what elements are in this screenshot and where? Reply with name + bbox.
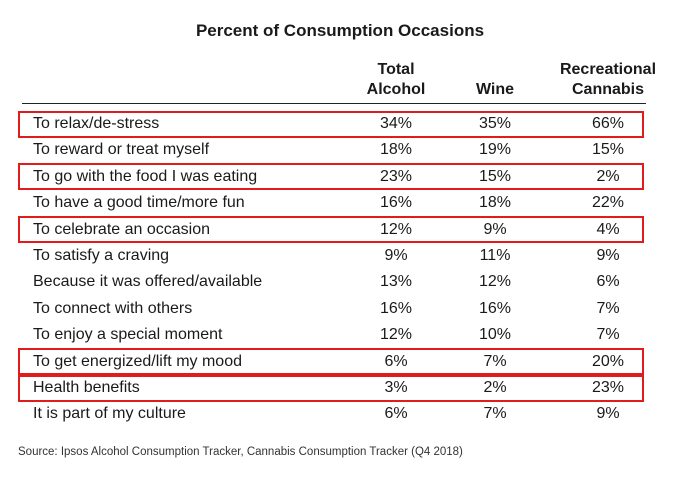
table-row: To go with the food I was eating 23% 15% 2% (0, 164, 680, 190)
column-header-total-line2: Alcohol (366, 81, 426, 98)
cell-recreational-cannabis: 4% (596, 220, 620, 238)
table-title: Percent of Consumption Occasions (195, 21, 485, 40)
cell-wine: 7% (483, 352, 507, 370)
cell-recreational-cannabis: 7% (596, 299, 620, 317)
cell-total-alcohol: 16% (379, 194, 413, 212)
column-header-cannabis-line2: Cannabis (571, 81, 644, 98)
cell-recreational-cannabis: 6% (596, 273, 620, 291)
table-row: To celebrate an occasion 12% 9% 4% (0, 217, 680, 243)
table-row: To get energized/lift my mood 6% 7% 20% (0, 349, 680, 375)
cell-total-alcohol: 6% (384, 352, 408, 370)
row-label: To celebrate an occasion (33, 220, 210, 238)
table-row: To satisfy a craving 9% 11% 9% (0, 243, 680, 269)
table-row: To have a good time/more fun 16% 18% 22% (0, 190, 680, 216)
row-label: To reward or treat myself (33, 141, 210, 159)
row-label: To get energized/lift my mood (33, 352, 242, 370)
cell-total-alcohol: 13% (379, 273, 413, 291)
cell-total-alcohol: 16% (379, 299, 413, 317)
cell-total-alcohol: 12% (379, 220, 413, 238)
cell-wine: 7% (483, 405, 507, 423)
row-label: It is part of my culture (33, 405, 186, 423)
row-label: To satisfy a craving (33, 247, 170, 264)
row-label: To enjoy a special moment (33, 326, 223, 344)
table-row: To enjoy a special moment 12% 10% 7% (0, 322, 680, 348)
header-divider (22, 103, 646, 104)
cell-wine: 9% (483, 220, 507, 238)
column-header-recreational-cannabis: Recreational Cannabis (548, 60, 668, 100)
cell-wine: 12% (478, 273, 512, 291)
row-label: To connect with others (33, 299, 193, 317)
cell-total-alcohol: 9% (384, 247, 408, 264)
cell-recreational-cannabis: 66% (591, 115, 625, 132)
cell-total-alcohol: 34% (379, 115, 413, 132)
cell-wine: 10% (478, 326, 512, 344)
column-header-wine: Wine (475, 81, 515, 98)
cell-recreational-cannabis: 23% (591, 379, 625, 396)
cell-recreational-cannabis: 15% (591, 141, 625, 159)
row-label: To relax/de-stress (33, 115, 160, 132)
cell-total-alcohol: 23% (379, 167, 413, 185)
cell-wine: 18% (478, 194, 512, 212)
table-row: Health benefits 3% 2% 23% (0, 375, 680, 401)
cell-recreational-cannabis: 2% (596, 167, 620, 185)
cell-recreational-cannabis: 22% (591, 194, 625, 212)
cell-wine: 2% (483, 379, 507, 396)
table-row: It is part of my culture 6% 7% 9% (0, 401, 680, 427)
cell-total-alcohol: 3% (384, 379, 408, 396)
cell-recreational-cannabis: 7% (596, 326, 620, 344)
row-label: Because it was offered/available (33, 273, 263, 291)
cell-wine: 15% (478, 167, 512, 185)
table-row: To reward or treat myself 18% 19% 15% (0, 137, 680, 163)
column-header-total-line1: Total (377, 61, 415, 78)
table-row: Because it was offered/available 13% 12% 6% (0, 269, 680, 295)
source-note: Source: Ipsos Alcohol Consumption Tracke… (18, 446, 463, 458)
cell-total-alcohol: 6% (384, 405, 408, 423)
column-header-cannabis-line1: Recreational (559, 61, 657, 78)
row-label: Health benefits (33, 379, 140, 396)
cell-wine: 16% (478, 299, 512, 317)
cell-wine: 35% (478, 115, 512, 132)
table-row: To connect with others 16% 16% 7% (0, 296, 680, 322)
cell-total-alcohol: 12% (379, 326, 413, 344)
cell-wine: 11% (479, 247, 511, 264)
row-label: To go with the food I was eating (33, 167, 258, 185)
row-label: To have a good time/more fun (33, 194, 245, 212)
column-header-total-alcohol: Total Alcohol (352, 60, 440, 100)
cell-recreational-cannabis: 9% (596, 247, 620, 264)
cell-recreational-cannabis: 9% (596, 405, 620, 423)
cell-total-alcohol: 18% (379, 141, 413, 159)
cell-wine: 19% (478, 141, 512, 159)
cell-recreational-cannabis: 20% (591, 352, 625, 370)
table-row: To relax/de-stress 34% 35% 66% (0, 111, 680, 137)
